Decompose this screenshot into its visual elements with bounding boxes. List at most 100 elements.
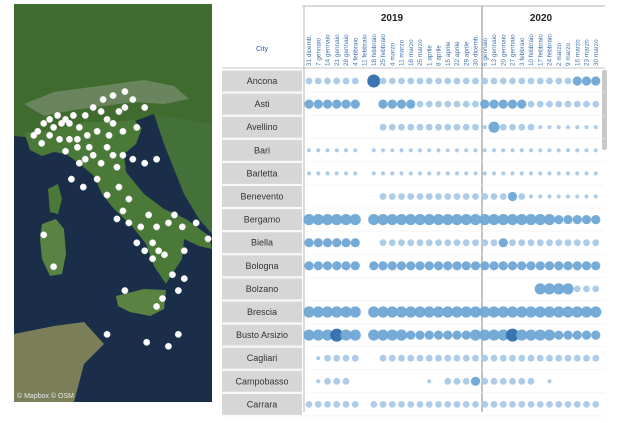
data-dot[interactable]: [509, 354, 516, 362]
data-dot[interactable]: [572, 330, 582, 340]
data-dot[interactable]: [460, 214, 472, 226]
data-dot[interactable]: [333, 77, 341, 85]
data-dot[interactable]: [519, 171, 524, 176]
data-dot[interactable]: [553, 283, 565, 295]
data-dot[interactable]: [368, 306, 380, 318]
data-dot[interactable]: [305, 401, 313, 408]
map-point[interactable]: [180, 275, 188, 283]
data-dot[interactable]: [506, 328, 519, 342]
data-dot[interactable]: [564, 354, 572, 362]
data-dot[interactable]: [425, 239, 433, 247]
data-dot[interactable]: [380, 148, 386, 153]
data-dot[interactable]: [316, 379, 321, 384]
data-dot[interactable]: [555, 77, 563, 85]
data-dot[interactable]: [388, 239, 396, 247]
data-dot[interactable]: [425, 354, 433, 362]
data-dot[interactable]: [507, 191, 518, 202]
data-dot[interactable]: [516, 214, 528, 226]
data-dot[interactable]: [583, 239, 590, 247]
data-dot[interactable]: [453, 354, 461, 362]
map-point[interactable]: [115, 108, 123, 115]
data-dot[interactable]: [425, 77, 433, 85]
data-dot[interactable]: [415, 330, 425, 340]
map-point[interactable]: [164, 342, 172, 350]
data-dot[interactable]: [556, 194, 561, 199]
map-point[interactable]: [93, 127, 101, 135]
data-dot[interactable]: [527, 123, 535, 131]
data-dot[interactable]: [536, 77, 544, 85]
data-dot[interactable]: [575, 194, 580, 199]
map-point[interactable]: [141, 247, 149, 255]
data-dot[interactable]: [592, 401, 600, 408]
data-dot[interactable]: [343, 148, 349, 153]
city-label[interactable]: Bologna: [245, 261, 278, 271]
map-point[interactable]: [153, 303, 161, 310]
map-point[interactable]: [103, 143, 111, 151]
city-label[interactable]: Cagliari: [247, 353, 278, 363]
data-dot[interactable]: [538, 171, 543, 176]
data-dot[interactable]: [461, 330, 471, 340]
data-dot[interactable]: [405, 214, 417, 226]
data-dot[interactable]: [563, 261, 573, 271]
data-dot[interactable]: [435, 354, 442, 362]
data-dot[interactable]: [427, 171, 432, 176]
map-point[interactable]: [50, 123, 58, 131]
data-dot[interactable]: [509, 123, 516, 131]
data-dot[interactable]: [546, 354, 553, 362]
data-dot[interactable]: [461, 261, 471, 271]
data-dot[interactable]: [340, 329, 352, 341]
data-dot[interactable]: [562, 283, 574, 295]
data-dot[interactable]: [556, 148, 561, 153]
map-point[interactable]: [141, 104, 149, 111]
map-point[interactable]: [103, 191, 111, 199]
data-dot[interactable]: [443, 261, 453, 271]
data-dot[interactable]: [388, 77, 396, 85]
data-dot[interactable]: [499, 377, 507, 385]
map-point[interactable]: [62, 147, 69, 155]
data-dot[interactable]: [592, 239, 600, 247]
data-dot[interactable]: [472, 123, 479, 131]
data-dot[interactable]: [481, 239, 489, 247]
data-dot[interactable]: [414, 306, 426, 318]
data-dot[interactable]: [433, 261, 444, 271]
data-dot[interactable]: [499, 354, 507, 362]
data-dot[interactable]: [498, 261, 508, 271]
data-dot[interactable]: [386, 329, 398, 341]
map-point[interactable]: [159, 295, 166, 302]
data-dot[interactable]: [435, 401, 442, 408]
data-dot[interactable]: [547, 171, 552, 176]
data-dot[interactable]: [526, 261, 536, 271]
data-dot[interactable]: [498, 99, 508, 109]
data-dot[interactable]: [341, 99, 351, 109]
data-dot[interactable]: [406, 99, 416, 109]
data-dot[interactable]: [534, 306, 546, 318]
data-dot[interactable]: [470, 376, 481, 386]
data-dot[interactable]: [562, 306, 574, 318]
data-dot[interactable]: [378, 261, 388, 271]
data-dot[interactable]: [538, 148, 543, 153]
map-point[interactable]: [38, 139, 46, 147]
data-dot[interactable]: [313, 99, 323, 109]
data-dot[interactable]: [507, 99, 518, 109]
data-dot[interactable]: [462, 354, 470, 362]
map-point[interactable]: [155, 247, 162, 255]
data-dot[interactable]: [572, 76, 582, 86]
data-dot[interactable]: [444, 100, 452, 108]
data-dot[interactable]: [453, 123, 461, 131]
data-dot[interactable]: [406, 261, 416, 271]
map-point[interactable]: [46, 115, 54, 123]
data-dot[interactable]: [324, 77, 331, 85]
data-dot[interactable]: [527, 77, 535, 85]
data-dot[interactable]: [453, 77, 461, 85]
data-dot[interactable]: [525, 306, 537, 318]
data-dot[interactable]: [377, 329, 389, 341]
data-dot[interactable]: [424, 330, 434, 340]
data-dot[interactable]: [564, 401, 572, 408]
data-dot[interactable]: [371, 148, 376, 153]
map-point[interactable]: [103, 115, 111, 123]
map-point[interactable]: [89, 151, 97, 159]
map-point[interactable]: [168, 271, 176, 279]
data-dot[interactable]: [565, 125, 571, 130]
map-point[interactable]: [204, 235, 212, 243]
map-point[interactable]: [93, 175, 101, 183]
